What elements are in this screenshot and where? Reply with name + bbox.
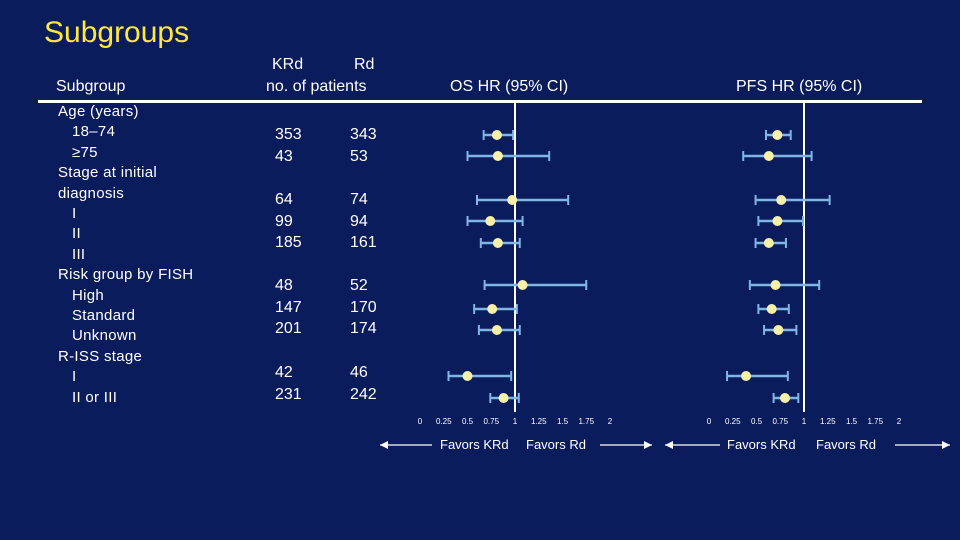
pfs-tick-label: 1.25 (820, 417, 836, 426)
pfs-tick-label: 0 (707, 417, 712, 426)
os-tick-label: 1.25 (531, 417, 547, 426)
pfs-tick-label: 2 (897, 417, 902, 426)
header-rule (38, 100, 922, 103)
krd-count: 43 (275, 147, 293, 165)
pfs-hr-point (772, 216, 783, 226)
os-arrow-right-head (644, 441, 652, 449)
page-title: Subgroups (44, 16, 190, 49)
os-hr-point (462, 371, 473, 381)
krd-count: 185 (275, 234, 302, 251)
rd-count: 53 (350, 147, 368, 165)
os-header: OS HR (95% CI) (450, 78, 569, 95)
rd-stage-group: 74 94 161 (350, 189, 377, 254)
rd-count: 52 (350, 277, 368, 294)
rd-count: 174 (350, 320, 377, 337)
krd-count: 231 (275, 385, 302, 403)
rd-count: 94 (350, 212, 368, 230)
pfs-hr-point (763, 151, 774, 161)
krd-count: 147 (275, 298, 302, 316)
label-diagnosis: diagnosis (58, 184, 125, 202)
os-arrow-left-head (380, 441, 388, 449)
os-favors-rd-label: Favors Rd (526, 437, 586, 452)
pfs-arrow-right-head (942, 441, 950, 449)
label-riss-ii-iii: II or III (72, 388, 118, 406)
os-tick-label: 1.5 (557, 417, 569, 426)
rd-risk-group: 52 170 174 (350, 275, 377, 340)
pfs-header: PFS HR (95% CI) (736, 78, 863, 95)
pfs-tick-label: 1.75 (867, 417, 883, 426)
subgroup-labels: Age (years) 18–74 ≥75 Stage at initial d… (58, 102, 193, 408)
pfs-favors-krd-label: Favors KRd (727, 437, 796, 452)
krd-count: 64 (275, 191, 293, 208)
os-hr-point (507, 195, 518, 205)
os-hr-point (517, 280, 528, 290)
pfs-favors-rd-label: Favors Rd (816, 437, 876, 452)
pfs-hr-point (776, 195, 787, 205)
rd-count: 242 (350, 385, 377, 403)
krd-risk-group: 48 147 201 (275, 275, 302, 340)
rd-count: 170 (350, 298, 377, 316)
os-tick-label: 0.5 (462, 417, 474, 426)
pfs-tick-label: 1 (802, 417, 807, 426)
label-riss: R-ISS stage (58, 347, 143, 365)
os-tick-label: 0.75 (483, 417, 499, 426)
os-tick-label: 0.25 (436, 417, 452, 426)
krd-count: 99 (275, 212, 293, 230)
krd-count: 48 (275, 277, 293, 294)
os-hr-point (487, 304, 498, 314)
os-hr-point (492, 238, 503, 248)
label-age-18-74: 18–74 (72, 123, 116, 141)
label-risk: Risk group by FISH (58, 266, 194, 284)
krd-age-group: 353 43 (275, 124, 302, 167)
os-favors-krd-label: Favors KRd (440, 437, 509, 452)
label-stage-ii: II (72, 225, 81, 243)
krd-count: 42 (275, 364, 293, 381)
os-hr-point (491, 325, 502, 335)
rd-header: Rd (354, 56, 375, 73)
rd-count: 46 (350, 364, 368, 381)
rd-count: 74 (350, 191, 368, 208)
pfs-tick-label: 0.5 (751, 417, 763, 426)
label-risk-unknown: Unknown (72, 327, 137, 345)
patients-header: no. of patients (266, 78, 367, 95)
pfs-hr-point (741, 371, 752, 381)
pfs-hr-point (772, 130, 783, 140)
label-age: Age (years) (58, 103, 139, 120)
pfs-hr-point (780, 393, 790, 403)
label-risk-high: High (72, 286, 105, 304)
rd-riss-group: 46 242 (350, 362, 377, 405)
os-tick-label: 1 (513, 417, 518, 426)
pfs-arrow-left-head (665, 441, 673, 449)
krd-riss-group: 42 231 (275, 362, 302, 405)
os-hr-point (485, 216, 496, 226)
subgroup-header: Subgroup (56, 78, 126, 95)
label-stage: Stage at initial (58, 164, 158, 182)
krd-count: 201 (275, 320, 302, 337)
pfs-hr-point (770, 280, 781, 290)
os-hr-point (491, 130, 502, 140)
krd-stage-group: 64 99 185 (275, 189, 302, 254)
os-tick-label: 1.75 (578, 417, 594, 426)
krd-count: 353 (275, 126, 302, 143)
pfs-tick-label: 1.5 (846, 417, 858, 426)
rd-count: 161 (350, 234, 377, 251)
pfs-hr-point (766, 304, 777, 314)
os-tick-label: 0 (418, 417, 423, 426)
rd-count: 343 (350, 126, 377, 143)
pfs-hr-point (773, 325, 784, 335)
os-hr-point (492, 151, 503, 161)
label-riss-i: I (72, 368, 77, 386)
pfs-tick-label: 0.25 (725, 417, 741, 426)
label-stage-iii: III (72, 245, 86, 263)
pfs-tick-label: 0.75 (772, 417, 788, 426)
pfs-hr-point (763, 238, 774, 248)
os-tick-label: 2 (608, 417, 613, 426)
label-stage-i: I (72, 205, 77, 223)
krd-header: KRd (272, 56, 304, 73)
label-age-75: ≥75 (72, 143, 98, 161)
label-risk-standard: Standard (72, 307, 136, 325)
rd-age-group: 343 53 (350, 124, 377, 167)
os-hr-point (498, 393, 509, 403)
